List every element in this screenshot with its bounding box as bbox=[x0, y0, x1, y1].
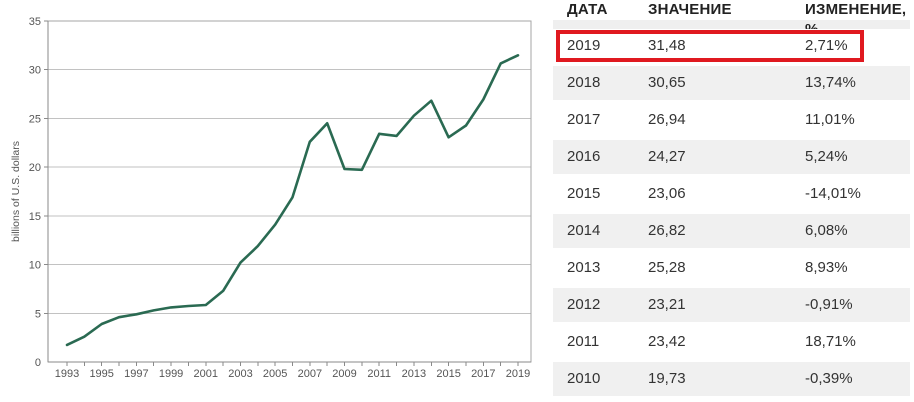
row-value: 31,48 bbox=[648, 37, 686, 54]
row-change: 11,01% bbox=[805, 111, 855, 128]
row-change: -0,91% bbox=[805, 296, 853, 313]
x-tick-label: 2011 bbox=[367, 368, 391, 380]
x-tick-label: 1997 bbox=[124, 368, 148, 380]
y-tick-label: 25 bbox=[29, 113, 41, 125]
row-value: 26,82 bbox=[648, 222, 686, 239]
y-tick-label: 30 bbox=[29, 65, 41, 77]
x-tick-label: 1995 bbox=[89, 368, 113, 380]
x-tick-label: 2019 bbox=[506, 368, 530, 380]
row-date: 2019 bbox=[567, 37, 601, 54]
x-tick-label: 1993 bbox=[55, 368, 79, 380]
row-date: 2017 bbox=[567, 111, 601, 128]
data-series-line bbox=[65, 53, 520, 347]
row-date: 2012 bbox=[567, 296, 601, 313]
table-row: 2016 24,27 5,24% bbox=[553, 140, 910, 174]
row-date: 2010 bbox=[567, 370, 601, 387]
table-row: 2011 23,42 18,71% bbox=[553, 325, 910, 359]
x-tick-label: 2017 bbox=[471, 368, 495, 380]
y-axis-title: billions of U.S. dollars bbox=[10, 141, 22, 242]
table-row: 2014 26,82 6,08% bbox=[553, 214, 910, 248]
x-tick-label: 2015 bbox=[436, 368, 460, 380]
row-value: 30,65 bbox=[648, 74, 686, 91]
x-tick-label: 2013 bbox=[402, 368, 426, 380]
table-header-row: ДАТА ЗНАЧЕНИЕ ИЗМЕНЕНИЕ, % bbox=[553, 0, 910, 38]
y-tick-label: 35 bbox=[29, 16, 41, 28]
row-date: 2011 bbox=[567, 333, 600, 350]
table-row: 2012 23,21 -0,91% bbox=[553, 288, 910, 322]
row-date: 2016 bbox=[567, 148, 601, 165]
row-change: 18,71% bbox=[805, 333, 856, 350]
row-change: 6,08% bbox=[805, 222, 848, 239]
table-row: 2013 25,28 8,93% bbox=[553, 251, 910, 285]
header-divider-strip bbox=[553, 20, 910, 29]
y-tick-label: 15 bbox=[29, 211, 41, 223]
x-tick-label: 2001 bbox=[194, 368, 218, 380]
row-value: 19,73 bbox=[648, 370, 686, 387]
row-value: 26,94 bbox=[648, 111, 686, 128]
row-value: 23,21 bbox=[648, 296, 686, 313]
y-tick-label: 10 bbox=[29, 260, 41, 272]
row-value: 24,27 bbox=[648, 148, 686, 165]
data-table: ДАТА ЗНАЧЕНИЕ ИЗМЕНЕНИЕ, % 2019 31,48 2,71… bbox=[553, 0, 910, 402]
row-change: 13,74% bbox=[805, 74, 856, 91]
x-tick-label: 1999 bbox=[159, 368, 183, 380]
row-value: 23,42 bbox=[648, 333, 686, 350]
row-change: 8,93% bbox=[805, 259, 848, 276]
row-value: 25,28 bbox=[648, 259, 686, 276]
y-tick-label: 20 bbox=[29, 162, 41, 174]
col-header-date: ДАТА bbox=[567, 1, 608, 18]
row-change: -0,39% bbox=[805, 370, 853, 387]
col-header-value: ЗНАЧЕНИЕ bbox=[648, 1, 732, 18]
row-change: -14,01% bbox=[805, 185, 861, 202]
y-tick-label: 0 bbox=[35, 357, 41, 369]
row-date: 2013 bbox=[567, 259, 601, 276]
x-tick-label: 2009 bbox=[332, 368, 356, 380]
y-tick-label: 5 bbox=[35, 308, 41, 320]
chart-panel: 0 5 10 15 20 25 30 35 1993 1995 1997 1999 2001 2003 20… bbox=[10, 16, 532, 380]
table-body: 2019 31,48 2,71% 2018 30,65 13,74% 2017 26,94 11… bbox=[553, 29, 910, 396]
x-tick-label: 2003 bbox=[228, 368, 252, 380]
row-value: 23,06 bbox=[648, 185, 686, 202]
x-tick-label: 2007 bbox=[298, 368, 322, 380]
table-row: 2015 23,06 -14,01% bbox=[553, 177, 910, 211]
line-chart: 0 5 10 15 20 25 30 35 1993 1995 1997 1999 2001 2003 20… bbox=[10, 16, 532, 380]
table-row: 2018 30,65 13,74% bbox=[553, 66, 910, 100]
row-date: 2018 bbox=[567, 74, 601, 91]
row-date: 2015 bbox=[567, 185, 601, 202]
table-row: 2019 31,48 2,71% bbox=[553, 29, 910, 63]
row-change: 2,71% bbox=[805, 37, 848, 54]
row-date: 2014 bbox=[567, 222, 601, 239]
table-row: 2010 19,73 -0,39% bbox=[553, 362, 910, 396]
row-change: 5,24% bbox=[805, 148, 848, 165]
x-tick-label: 2005 bbox=[263, 368, 287, 380]
table-row: 2017 26,94 11,01% bbox=[553, 103, 910, 137]
